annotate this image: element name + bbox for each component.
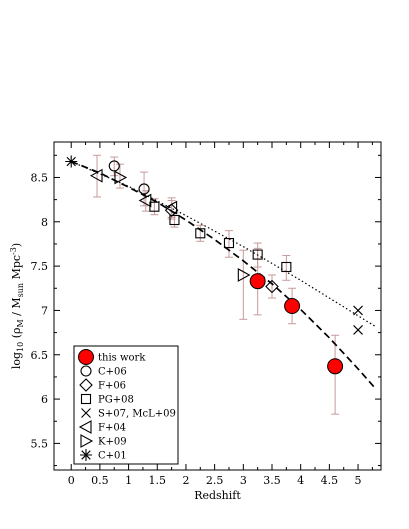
y-tick-label: 5.5 bbox=[31, 437, 49, 450]
legend-marker-open-circle bbox=[80, 365, 92, 377]
legend-entry-label: F+06 bbox=[98, 381, 126, 392]
legend-marker-open-diamond bbox=[79, 378, 93, 392]
point-open-square bbox=[223, 238, 235, 249]
y-tick-label: 6.5 bbox=[31, 349, 49, 362]
point-right-triangle bbox=[114, 170, 128, 185]
x-axis-label: Redshift bbox=[194, 489, 241, 502]
x-tick-label: 1 bbox=[125, 474, 132, 487]
point-filled-circle bbox=[327, 358, 344, 375]
point-left-triangle bbox=[164, 200, 178, 215]
point-open-diamond bbox=[265, 279, 279, 294]
x-tick-label: 5 bbox=[355, 474, 362, 487]
x-tick-label: 2 bbox=[182, 474, 189, 487]
x-tick-label: 4.5 bbox=[321, 474, 339, 487]
x-tick-label: 4 bbox=[297, 474, 304, 487]
point-open-circle bbox=[138, 183, 150, 195]
legend-marker-right-triangle bbox=[80, 434, 94, 448]
legend-entry-label: PG+08 bbox=[98, 395, 134, 406]
x-tick-label: 3.5 bbox=[263, 474, 281, 487]
legend-entry-label: this work bbox=[98, 353, 146, 364]
y-axis-label: log10 (ρM / Msun Mpc-3) bbox=[9, 243, 25, 369]
point-open-square bbox=[195, 228, 206, 239]
legend: this work C+06 F+06 PG+08 S+07, McL+09 F+04 K+… bbox=[73, 345, 179, 465]
legend-entry-label: F+04 bbox=[98, 423, 126, 434]
y-tick-label: 8 bbox=[41, 216, 48, 229]
point-left-triangle bbox=[138, 193, 152, 208]
y-label-rho-sub: M bbox=[16, 319, 25, 327]
x-tick-label: 0 bbox=[68, 474, 75, 487]
point-filled-circle bbox=[284, 298, 301, 314]
point-asterisk bbox=[65, 155, 78, 168]
y-label-close: ) bbox=[10, 243, 23, 247]
y-label-unit-sup: -3 bbox=[9, 247, 18, 255]
y-tick-label: 8.5 bbox=[31, 171, 49, 184]
fit-curves bbox=[70, 160, 376, 389]
data-markers bbox=[65, 155, 363, 375]
error-bars bbox=[93, 154, 340, 415]
point-filled-circle bbox=[249, 273, 266, 290]
y-label-log: log bbox=[10, 352, 23, 369]
legend-entry-label: C+01 bbox=[98, 451, 127, 462]
point-open-square bbox=[252, 249, 263, 260]
x-tick-label: 1.5 bbox=[149, 474, 167, 487]
point-x bbox=[353, 305, 363, 316]
x-tick-label: 3 bbox=[240, 474, 247, 487]
dashed-fit-curve bbox=[70, 160, 376, 389]
y-label-rho: (ρ bbox=[10, 328, 23, 342]
y-label-msun: / M bbox=[10, 297, 23, 319]
x-tick-label: 0.5 bbox=[91, 474, 109, 487]
point-open-circle bbox=[108, 160, 120, 172]
legend-marker-left-triangle bbox=[78, 420, 92, 434]
legend-box bbox=[73, 345, 179, 465]
point-x bbox=[353, 325, 363, 335]
legend-entry-label: C+06 bbox=[98, 367, 127, 378]
legend-marker-filled-circle bbox=[78, 349, 94, 365]
legend-marker-x bbox=[81, 408, 91, 418]
point-left-triangle bbox=[89, 168, 103, 183]
y-label-unit: Mpc bbox=[10, 255, 23, 283]
y-label-msun-sub: sun bbox=[16, 283, 25, 297]
legend-entry-label: S+07, McL+09 bbox=[98, 409, 176, 420]
legend-marker-open-square bbox=[80, 393, 92, 405]
y-tick-label: 7.5 bbox=[31, 260, 49, 273]
axis-ticks: 0 0.5 1 1.5 2 2.5 3 3.5 4 4.5 5 5.5 6 6.5 7 7.5 8 8.5 bbox=[31, 142, 381, 487]
plot-frame bbox=[53, 141, 382, 471]
point-open-square bbox=[281, 261, 292, 273]
legend-marker-asterisk bbox=[80, 449, 92, 461]
y-tick-label: 7 bbox=[41, 304, 48, 317]
point-right-triangle bbox=[237, 268, 251, 282]
dotted-fit-curve bbox=[70, 160, 376, 327]
legend-entry-label: K+09 bbox=[98, 437, 127, 448]
y-label-log-sub: 10 bbox=[16, 342, 25, 352]
point-open-square bbox=[149, 201, 160, 212]
x-tick-label: 2.5 bbox=[206, 474, 224, 487]
point-open-square bbox=[169, 214, 180, 226]
y-tick-label: 6 bbox=[41, 393, 48, 406]
